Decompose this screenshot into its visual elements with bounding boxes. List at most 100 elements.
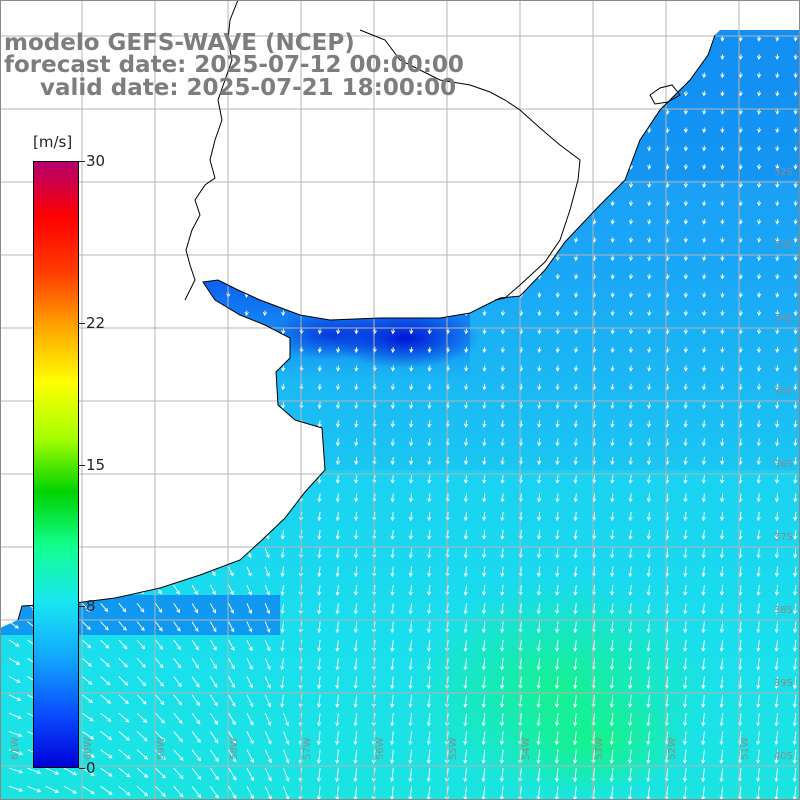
wind-arrow xyxy=(683,383,688,391)
wind-arrow xyxy=(262,383,267,391)
wind-arrow xyxy=(609,584,615,596)
wind-arrow xyxy=(134,218,139,225)
wind-arrow xyxy=(756,127,762,134)
wind-arrow xyxy=(536,658,541,671)
wind-arrow xyxy=(390,731,395,746)
wind-arrow xyxy=(628,584,633,596)
wind-arrow xyxy=(244,438,249,447)
wind-arrow xyxy=(683,456,688,466)
wind-arrow xyxy=(701,584,706,596)
wind-arrow xyxy=(427,237,432,244)
wind-arrow xyxy=(191,639,199,651)
wind-arrow xyxy=(100,420,105,428)
wind-arrow xyxy=(628,35,634,42)
wind-arrow xyxy=(701,621,706,634)
wind-arrow xyxy=(482,365,487,372)
wind-arrow xyxy=(573,731,578,746)
wind-arrow xyxy=(264,749,272,764)
wind-arrow xyxy=(701,566,706,578)
wind-arrow xyxy=(390,749,395,764)
wind-arrow xyxy=(390,35,396,42)
wind-arrow xyxy=(118,621,127,631)
wind-arrow xyxy=(171,200,176,207)
wind-arrow xyxy=(537,456,542,466)
wind-arrow xyxy=(647,255,652,262)
wind-arrow xyxy=(98,145,103,152)
wind-arrow xyxy=(647,401,652,410)
wind-arrow xyxy=(720,310,725,317)
wind-arrow xyxy=(720,90,725,97)
wind-arrow xyxy=(555,456,560,466)
wind-arrow xyxy=(628,493,633,503)
wind-arrow xyxy=(336,328,341,335)
wind-arrow xyxy=(6,328,11,335)
wind-arrow xyxy=(427,310,432,317)
wind-arrow xyxy=(189,328,194,335)
wind-arrow xyxy=(573,603,578,615)
wind-arrow xyxy=(317,383,322,391)
wind-arrow xyxy=(775,310,780,317)
wind-arrow xyxy=(262,164,268,170)
wind-arrow xyxy=(228,493,233,503)
wind-arrow xyxy=(118,401,123,409)
wind-arrow xyxy=(81,493,88,502)
wind-arrow xyxy=(536,713,541,727)
wind-arrow xyxy=(537,328,542,335)
wind-arrow xyxy=(610,218,615,225)
wind-arrow xyxy=(390,218,396,225)
wind-arrow xyxy=(262,475,267,484)
wind-arrow xyxy=(228,456,233,465)
wind-arrow xyxy=(191,786,202,799)
wind-arrow xyxy=(173,475,178,484)
wind-arrow xyxy=(537,347,542,354)
wind-arrow xyxy=(500,365,505,372)
wind-arrow xyxy=(610,164,615,170)
wind-arrow xyxy=(627,749,633,764)
wind-arrow xyxy=(555,54,560,61)
wind-arrow xyxy=(6,109,11,115)
wind-arrow xyxy=(646,548,651,559)
wind-arrow xyxy=(191,712,201,725)
wind-arrow xyxy=(390,548,395,559)
wind-arrow xyxy=(482,109,487,115)
wind-arrow xyxy=(500,401,505,410)
wind-arrow xyxy=(207,383,212,391)
wind-arrow xyxy=(24,145,30,152)
wind-arrow xyxy=(191,511,197,521)
wind-arrow xyxy=(482,347,487,354)
wind-arrow xyxy=(118,639,128,650)
wind-arrow xyxy=(720,237,725,244)
wind-arrow xyxy=(390,475,395,484)
wind-arrow xyxy=(628,639,633,652)
wind-arrow xyxy=(264,584,270,596)
wind-arrow xyxy=(427,438,432,447)
wind-arrow xyxy=(646,713,651,727)
wind-arrow xyxy=(646,511,651,522)
wind-arrow xyxy=(24,292,30,298)
wind-arrow xyxy=(207,182,213,189)
wind-arrow xyxy=(793,310,798,317)
wind-arrow xyxy=(555,365,560,372)
wind-arrow xyxy=(134,310,139,317)
wind-arrow xyxy=(774,713,779,727)
wind-arrow xyxy=(209,420,214,428)
wind-arrow xyxy=(136,420,141,428)
wind-arrow xyxy=(573,127,579,134)
wind-arrow xyxy=(573,767,578,783)
wind-arrow xyxy=(427,530,432,540)
wind-arrow xyxy=(427,383,432,391)
wind-arrow xyxy=(191,603,199,614)
wind-arrow xyxy=(191,731,201,744)
wind-arrow xyxy=(610,54,615,61)
wind-arrow xyxy=(118,529,125,539)
wind-arrow xyxy=(426,767,431,783)
wind-arrow xyxy=(701,603,706,615)
colorbar-tick-label: 0 xyxy=(86,759,96,777)
wind-arrow xyxy=(244,127,249,134)
wind-arrow xyxy=(408,713,413,727)
wind-arrow xyxy=(628,273,634,280)
latitude-label: 38S xyxy=(774,605,793,616)
longitude-label: 54W xyxy=(521,737,532,760)
wind-arrow xyxy=(482,72,487,79)
